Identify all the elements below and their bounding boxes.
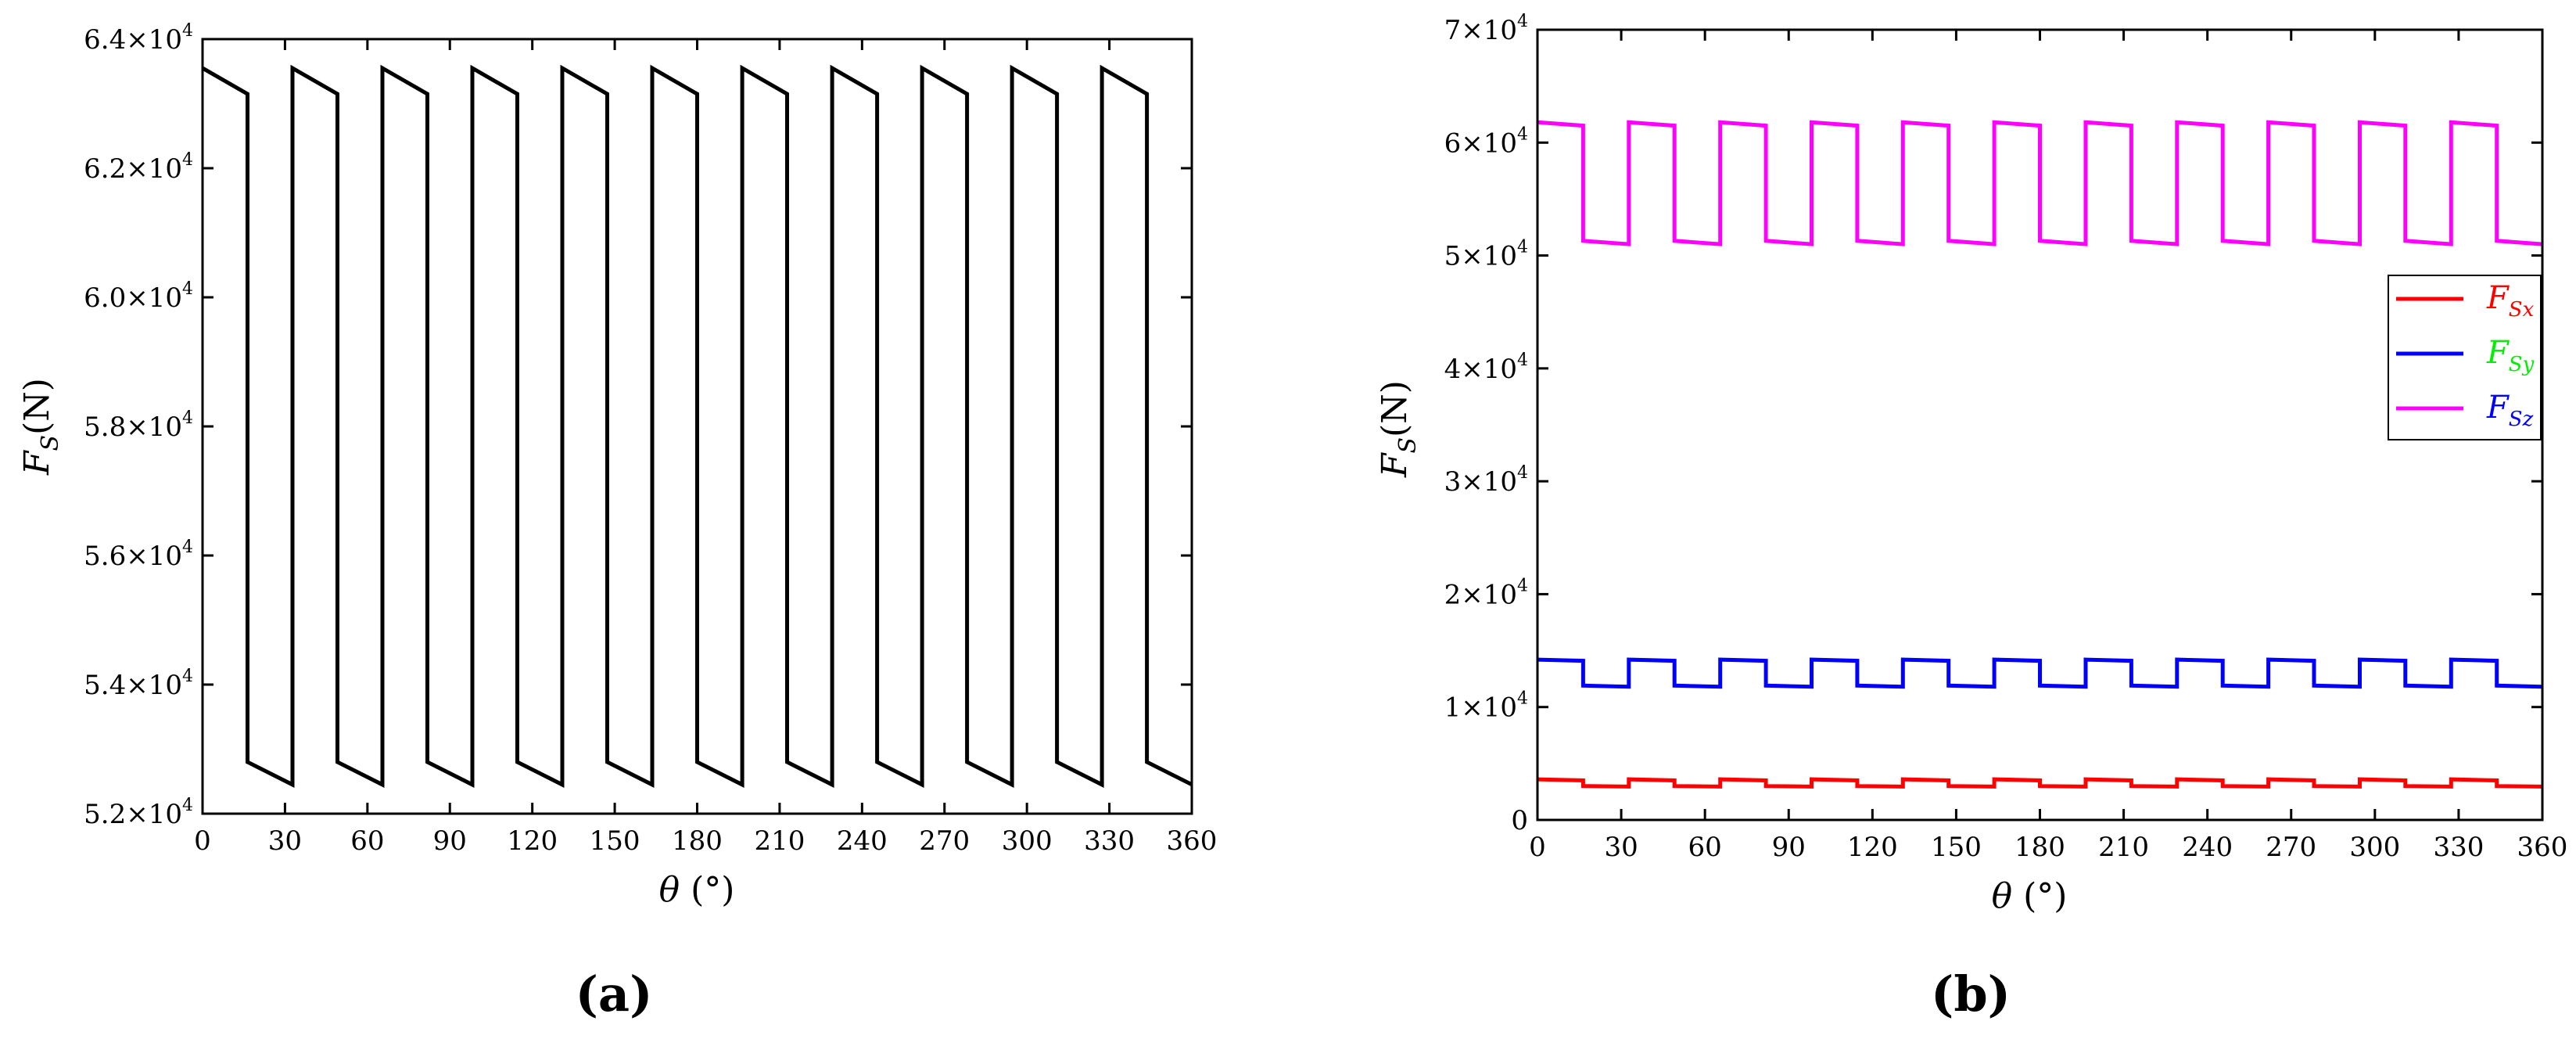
x-tick-label: 240 xyxy=(837,825,888,857)
series-line-b-f-sy xyxy=(1537,657,2543,689)
panel-a-y-axis-title-main: F xyxy=(17,450,57,476)
x-tick-label: 210 xyxy=(2098,832,2149,863)
y-tick-label: 5.8×104 xyxy=(84,408,193,443)
x-tick-label: 240 xyxy=(2182,832,2233,863)
panel-a-x-axis-title: θ (°) xyxy=(659,870,735,910)
series-line-b-f-sx xyxy=(1537,777,2543,789)
panel-a: 0 30 60 90 120 150 180 210 240 270 300 330 360 5.2×1… xyxy=(17,21,1217,1023)
x-tick-label: 60 xyxy=(1688,832,1722,863)
legend-label-fsx-main: F xyxy=(2486,280,2510,316)
y-tick-label: 7×104 xyxy=(1444,12,1528,46)
panel-b-x-axis-title: θ (°) xyxy=(1992,876,2068,916)
x-tick-label: 210 xyxy=(754,825,805,857)
legend-label-fsz-sub: Sz xyxy=(2509,408,2534,431)
y-tick-label: 3×104 xyxy=(1444,463,1528,498)
legend-label-fsz-main: F xyxy=(2486,390,2510,426)
legend-label-fsy-sub: Sy xyxy=(2509,353,2535,376)
panel-b-y-axis-title: FS(N) xyxy=(1375,380,1422,478)
y-tick-label: 5.4×104 xyxy=(84,667,193,701)
panel-b-legend: FSx FSy FSz xyxy=(2388,275,2542,440)
x-tick-label: 330 xyxy=(2433,832,2484,863)
panel-a-series-layer xyxy=(201,64,1193,788)
x-tick-label: 0 xyxy=(194,825,211,857)
y-tick-label: 1×104 xyxy=(1444,689,1528,724)
panel-b-x-axis-title-unit: (°) xyxy=(2023,876,2067,916)
series-line-b-f-sz xyxy=(1537,120,2543,246)
y-tick-label: 6.4×104 xyxy=(84,21,193,56)
x-tick-label: 360 xyxy=(2517,832,2568,863)
x-tick-label: 120 xyxy=(507,825,558,857)
series-line-a-main xyxy=(201,64,1193,788)
x-tick-label: 120 xyxy=(1847,832,1898,863)
x-tick-label: 360 xyxy=(1167,825,1218,857)
panel-b-y-axis-title-main: F xyxy=(1375,452,1415,478)
y-tick-label: 6×104 xyxy=(1444,124,1528,159)
x-tick-label: 180 xyxy=(2015,832,2065,863)
panel-a-caption: (a) xyxy=(576,965,653,1023)
panel-a-y-axis: 5.2×104 5.4×104 5.6×104 5.8×104 6.0×104 6.2×1… xyxy=(84,21,1192,830)
panel-b-series-layer xyxy=(1537,120,2543,789)
panel-b: 0 30 60 90 120 150 180 210 240 270 300 330 360 0 1×10… xyxy=(1375,12,2567,1023)
legend-label-fsy: FSy xyxy=(2486,335,2535,376)
x-tick-label: 90 xyxy=(433,825,467,857)
x-tick-label: 30 xyxy=(1604,832,1638,863)
x-tick-label: 90 xyxy=(1772,832,1806,863)
y-tick-label: 2×104 xyxy=(1444,576,1528,610)
y-tick-label: 6.2×104 xyxy=(84,150,193,185)
x-tick-label: 150 xyxy=(1931,832,1982,863)
y-tick-label: 4×104 xyxy=(1444,351,1528,385)
panel-b-x-axis: 0 30 60 90 120 150 180 210 240 270 300 330 360 xyxy=(1529,30,2567,863)
x-tick-label: 330 xyxy=(1084,825,1135,857)
x-tick-label: 300 xyxy=(2349,832,2400,863)
legend-box xyxy=(2388,275,2542,440)
x-tick-label: 270 xyxy=(919,825,970,857)
legend-label-fsx: FSx xyxy=(2486,280,2535,322)
x-tick-label: 150 xyxy=(590,825,640,857)
panel-b-x-axis-title-symbol: θ xyxy=(1992,876,2013,916)
panel-a-x-axis: 0 30 60 90 120 150 180 210 240 270 300 330 360 xyxy=(194,39,1217,857)
panel-b-y-axis-title-unit: (N) xyxy=(1375,380,1415,437)
x-tick-label: 300 xyxy=(1002,825,1053,857)
x-tick-label: 60 xyxy=(350,825,384,857)
panel-b-caption: (b) xyxy=(1931,965,2011,1023)
y-tick-label: 0 xyxy=(1511,805,1528,836)
panel-a-y-axis-title-sub: S xyxy=(37,435,64,451)
panel-a-x-axis-title-unit: (°) xyxy=(691,870,734,910)
y-tick-label: 5.6×104 xyxy=(84,537,193,572)
panel-a-y-axis-title: FS(N) xyxy=(17,378,64,476)
y-tick-label: 5×104 xyxy=(1444,238,1528,272)
panel-a-x-axis-title-symbol: θ xyxy=(659,870,680,910)
y-tick-label: 6.0×104 xyxy=(84,279,193,314)
legend-label-fsy-main: F xyxy=(2486,335,2510,371)
x-tick-label: 30 xyxy=(268,825,302,857)
y-tick-label: 5.2×104 xyxy=(84,796,193,830)
panel-a-y-axis-title-unit: (N) xyxy=(17,378,57,435)
x-tick-label: 270 xyxy=(2266,832,2316,863)
legend-label-fsz: FSz xyxy=(2486,390,2534,431)
x-tick-label: 180 xyxy=(672,825,723,857)
panel-b-y-axis: 0 1×104 2×104 3×104 4×104 5×104 6×104 7×104 xyxy=(1444,12,2542,836)
panel-b-y-axis-title-sub: S xyxy=(1394,437,1422,454)
legend-label-fsx-sub: Sx xyxy=(2509,298,2535,322)
x-tick-label: 0 xyxy=(1529,832,1546,863)
